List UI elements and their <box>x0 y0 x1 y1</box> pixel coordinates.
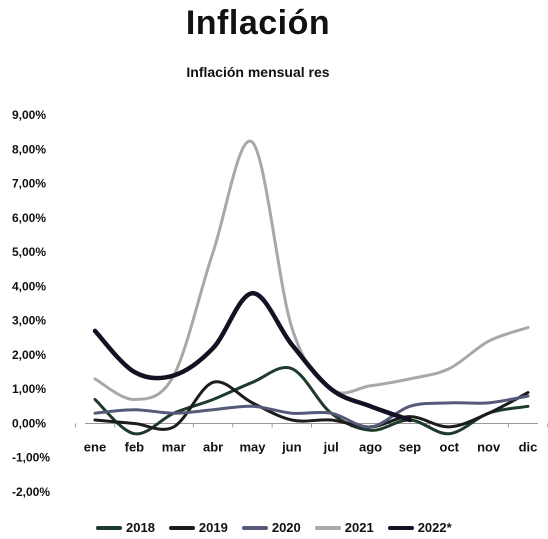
x-tick-label: jul <box>323 439 339 454</box>
x-tick-label: feb <box>125 439 145 454</box>
y-tick-label: 2,00% <box>12 348 46 362</box>
y-tick-label: 0,00% <box>12 416 46 430</box>
y-tick-label: 4,00% <box>12 279 46 293</box>
page-title: Inflación <box>185 4 331 42</box>
y-tick-label: 3,00% <box>12 314 46 328</box>
y-tick-label: -1,00% <box>12 451 50 465</box>
y-tick-label: 6,00% <box>12 211 46 225</box>
series-line-2021 <box>93 139 530 402</box>
legend-label: 2022* <box>417 520 452 535</box>
legend-item: 2021 <box>314 520 374 535</box>
y-tick-label: -2,00% <box>12 485 50 499</box>
legend: 2018 2019 2020 2021 2022* <box>96 520 452 535</box>
x-tick-label: ene <box>84 439 106 454</box>
y-tick-label: 9,00% <box>12 108 46 122</box>
x-tick-label: may <box>239 439 266 454</box>
legend-label: 2021 <box>344 520 374 535</box>
legend-swatch <box>387 525 414 530</box>
x-tick-label: jun <box>281 439 302 454</box>
legend-swatch <box>314 525 341 530</box>
series-lines <box>92 139 530 436</box>
x-axis-ticks: ene feb mar abr may jun jul ago sep oct nov dic <box>84 439 538 454</box>
x-tick-label: abr <box>203 439 223 454</box>
y-axis-ticks: 9,00% 8,00% 7,00% 6,00% 5,00% 4,00% 3,00% 2,00%… <box>12 108 50 499</box>
series-line-2020 <box>93 394 530 429</box>
chart-area: 9,00% 8,00% 7,00% 6,00% 5,00% 4,00% 3,00% 2,00%… <box>12 108 548 499</box>
x-tick-label: sep <box>399 439 421 454</box>
legend-swatch <box>168 525 195 530</box>
series-line-2019 <box>93 380 530 431</box>
y-tick-label: 1,00% <box>12 382 46 396</box>
legend-swatch <box>96 525 122 530</box>
y-tick-label: 5,00% <box>12 245 46 259</box>
series-line-2018 <box>93 366 530 436</box>
x-tick-label: oct <box>440 439 460 454</box>
legend-label: 2019 <box>198 520 228 535</box>
legend-label: 2018 <box>126 520 155 535</box>
legend-item: 2022* <box>387 520 452 535</box>
x-tick-label: ago <box>359 439 382 454</box>
legend-label: 2020 <box>271 520 301 535</box>
x-tick-label: nov <box>477 439 501 454</box>
x-tick-label: dic <box>519 439 538 454</box>
series-line-2022 <box>92 290 413 423</box>
y-tick-label: 7,00% <box>12 177 46 191</box>
legend-swatch <box>241 525 268 530</box>
x-tick-label: mar <box>162 439 186 454</box>
legend-item: 2019 <box>168 520 228 535</box>
legend-item: 2020 <box>241 520 301 535</box>
chart-subtitle: Inflación mensual res <box>186 64 330 80</box>
y-tick-label: 8,00% <box>12 142 46 156</box>
legend-item: 2018 <box>96 520 155 535</box>
